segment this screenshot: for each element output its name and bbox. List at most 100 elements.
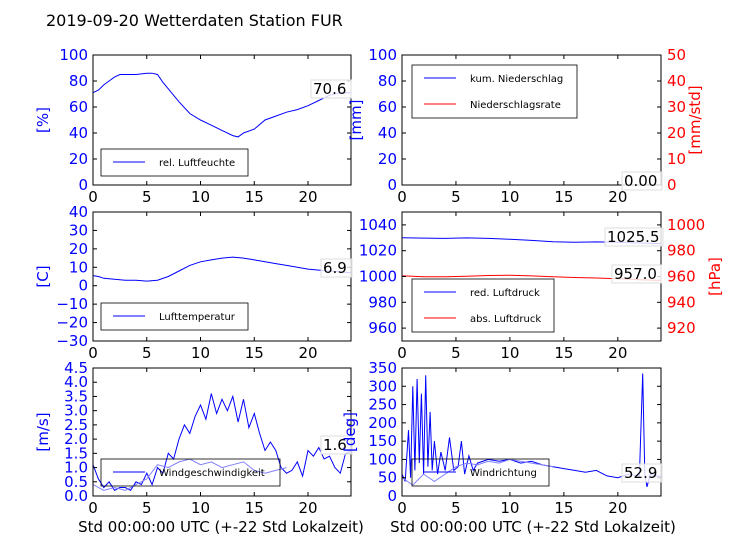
legend-box (411, 64, 578, 119)
x-axis-label-left: Std 00:00:00 UTC (+-22 Std Lokalzeit) (78, 518, 364, 536)
y-tick-label: 2.0 (64, 430, 88, 448)
legend-label: Niederschlagsrate (470, 100, 561, 111)
annotation-box (621, 171, 663, 191)
y-tick-label: 1000 (359, 268, 397, 286)
x-tick-label: 10 (191, 499, 210, 517)
legend-label: Lufttemperatur (159, 312, 236, 323)
legend-humidity: rel. Luftfeuchte (100, 148, 249, 177)
y2-tick-label: 980 (667, 242, 696, 260)
y-tick-label: 4.0 (64, 373, 88, 391)
legend-temperature: Lufttemperatur (100, 302, 249, 331)
x-tick-label: 10 (500, 344, 519, 362)
x-tick-label: 15 (245, 499, 264, 517)
annotation-value: 1025.5 (607, 228, 660, 246)
series-line-humidity-0 (92, 72, 351, 138)
y-tick-label: 200 (368, 414, 397, 432)
y-tick-label: 3.0 (64, 402, 88, 420)
y-tick-label: 0.5 (64, 473, 88, 491)
legend-box (100, 148, 249, 177)
series-line-windspeed-0 (92, 393, 352, 491)
x-tick-label: 0 (88, 499, 98, 517)
x-tick-label: 0 (397, 499, 407, 517)
plot-frame (92, 54, 352, 186)
x-tick-label: 10 (191, 188, 210, 206)
y2-tick-label: 40 (667, 72, 686, 90)
y-tick-label: 3.5 (64, 387, 88, 405)
annotation-box (621, 463, 663, 483)
y2-tick-label: 940 (667, 293, 696, 311)
y-tick-label: −20 (56, 314, 88, 332)
legend-label: rel. Luftfeuchte (159, 158, 235, 169)
legend-label: red. Luftdruck (470, 288, 540, 299)
legend-box (100, 458, 281, 487)
x-tick-label: 20 (608, 188, 627, 206)
y-tick-label: 40 (378, 124, 397, 142)
x-tick-label: 15 (245, 188, 264, 206)
legend-precipitation: kum. Niederschlag Niederschlagsrate (411, 64, 578, 119)
x-tick-label: 0 (88, 344, 98, 362)
x-tick-label: 15 (245, 344, 264, 362)
y-tick-label: 960 (368, 319, 397, 337)
x-tick-label: 0 (397, 344, 407, 362)
legend-box (411, 458, 550, 487)
y-tick-label: 1.5 (64, 444, 88, 462)
x-tick-label: 20 (298, 499, 317, 517)
y-tick-label: 0.0 (64, 487, 88, 505)
legend-pressure: red. Luftdruck abs. Luftdruck (411, 278, 555, 333)
y-axis-label: [mm] (347, 100, 365, 141)
annotation-box (320, 258, 353, 278)
annotation-value: 70.6 (313, 80, 346, 98)
y2-tick-label: 50 (667, 46, 686, 64)
y-axis-label: [m/s] (34, 412, 52, 451)
x-tick-label: 20 (608, 344, 627, 362)
x-tick-label: 15 (554, 344, 573, 362)
x-tick-label: 5 (142, 499, 152, 517)
y-tick-label: 250 (368, 396, 397, 414)
y-tick-label: 300 (368, 377, 397, 395)
annotation-value: 52.9 (624, 464, 657, 482)
x-tick-label: 20 (608, 499, 627, 517)
x-tick-label: 5 (142, 188, 152, 206)
panel-winddirection: 0 5 10 15 20050100150200250300350[deg]Windri… (341, 359, 663, 517)
x-tick-label: 0 (397, 188, 407, 206)
x-tick-label: 5 (451, 499, 461, 517)
y-tick-label: 0 (78, 176, 88, 194)
chart-title: 2019-09-20 Wetterdaten Station FUR (46, 11, 343, 30)
legend-label: abs. Luftdruck (470, 314, 541, 325)
legend-label: kum. Niederschlag (470, 74, 563, 85)
y-tick-label: 80 (69, 72, 88, 90)
annotation-value: 957.0 (614, 265, 657, 283)
annotation-box (310, 79, 352, 99)
x-tick-label: 15 (554, 499, 573, 517)
annotation-value: 1.6 (323, 436, 347, 454)
y-tick-label: 0 (78, 277, 88, 295)
x-tick-label: 10 (191, 344, 210, 362)
x-tick-label: 0 (88, 188, 98, 206)
plot-frame (401, 367, 662, 497)
y-tick-label: 60 (69, 98, 88, 116)
panel-windspeed: 0 5 10 15 20 0.00.51.01.52.02.53.03.54.04.5 [m… (34, 359, 353, 517)
y-tick-label: 2.5 (64, 416, 88, 434)
y2-tick-label: 30 (667, 98, 686, 116)
y2-tick-label: 0 (667, 176, 677, 194)
annotation-value: 0.00 (624, 172, 657, 190)
legend-box (411, 278, 555, 333)
series-line-temperature-0 (92, 256, 352, 282)
y-tick-label: 40 (69, 124, 88, 142)
y2-tick-label: 960 (667, 268, 696, 286)
y-tick-label: 20 (69, 150, 88, 168)
annotation-box (611, 264, 662, 284)
y-tick-label: 0 (387, 487, 397, 505)
legend-winddirection: Windrichtung (411, 458, 550, 487)
annotation-box (320, 435, 353, 455)
legend-label: Windgeschwindigkeit (159, 468, 265, 479)
y-tick-label: 150 (368, 432, 397, 450)
series-line-winddirection-1 (401, 458, 554, 486)
y-tick-label: 1.0 (64, 459, 88, 477)
panel-temperature: 0 5 10 15 20−30−20−10010203040[C]Lufttempera… (34, 203, 353, 362)
x-tick-label: 20 (298, 344, 317, 362)
plot-frame (92, 367, 352, 497)
y-tick-label: 1020 (359, 242, 397, 260)
